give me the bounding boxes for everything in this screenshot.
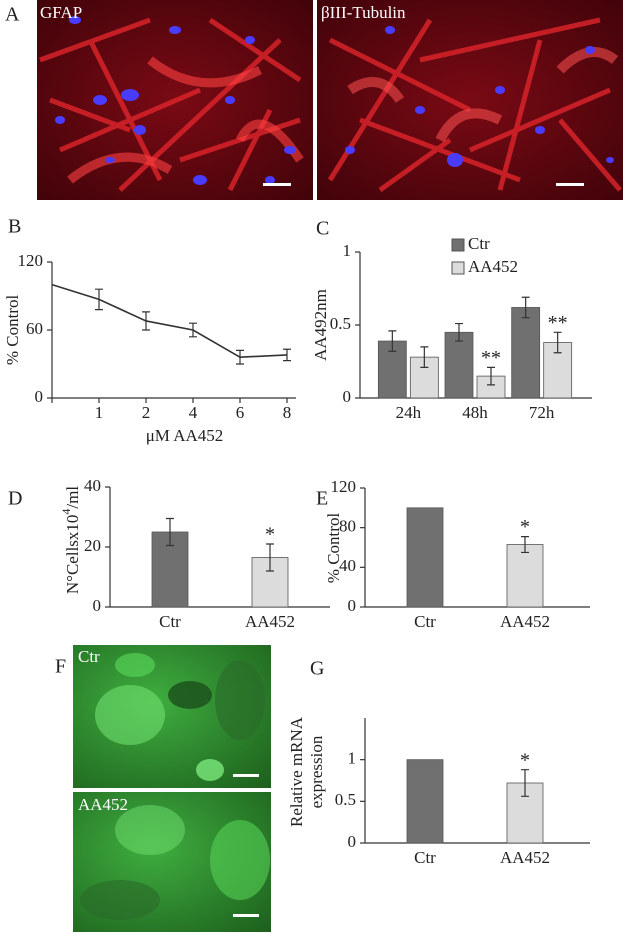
y-tick-label: 0.5 — [330, 314, 351, 333]
error-bar — [166, 517, 174, 547]
annotation: * — [520, 749, 530, 771]
panel-letter: B — [8, 216, 21, 238]
error-bar — [236, 349, 244, 365]
x-tick-label: 2 — [142, 403, 151, 422]
error-bar — [521, 769, 529, 797]
image-tubulin — [317, 0, 623, 200]
y-tick-label: 0 — [348, 832, 357, 851]
bar — [406, 759, 444, 844]
x-tick-label: 72h — [529, 403, 555, 422]
image-ctr — [73, 645, 271, 788]
error-bar — [142, 311, 150, 331]
y-axis-label-part: 4 — [59, 509, 73, 515]
image-gfap — [37, 0, 313, 200]
x-tick-label: AA452 — [500, 848, 550, 867]
y-axis-label: % Control — [324, 513, 343, 584]
y-axis-label-part: Relative mRNA — [287, 716, 306, 827]
y-tick-label: 40 — [84, 476, 101, 495]
x-tick-label: 48h — [462, 403, 488, 422]
error-bar — [266, 543, 274, 572]
y-tick-label: 120 — [331, 477, 357, 496]
y-axis-label-part: N°Cellsx10 — [63, 515, 82, 595]
x-tick-label: Ctr — [414, 848, 436, 867]
x-tick-label: Ctr — [414, 612, 436, 631]
annotation: * — [265, 524, 275, 546]
y-tick-label: 120 — [18, 251, 44, 270]
bar — [511, 307, 541, 399]
line — [51, 283, 288, 359]
x-axis-label: μM AA452 — [146, 426, 224, 445]
y-axis-label-part: expression — [307, 735, 326, 808]
error-bar — [283, 348, 291, 362]
panel-letter: D — [8, 488, 22, 510]
error-bar — [388, 330, 397, 352]
y-tick-label: 80 — [339, 517, 356, 536]
y-axis-label: Relative mRNAexpression — [287, 716, 326, 827]
annotation: ** — [481, 347, 501, 369]
image-label: βIII-Tubulin — [321, 3, 406, 22]
x-tick-label: 24h — [396, 403, 422, 422]
y-tick-label: 0 — [93, 596, 102, 615]
x-tick-label: Ctr — [159, 612, 181, 631]
error-bar — [95, 288, 103, 311]
x-tick-label: 6 — [236, 403, 245, 422]
error-bar — [189, 322, 197, 338]
legend-swatch — [451, 261, 465, 275]
y-tick-label: 20 — [84, 536, 101, 555]
legend-swatch — [451, 238, 465, 252]
annotation: ** — [548, 312, 568, 334]
y-axis-label: N°Cellsx104/ml — [59, 486, 82, 594]
x-tick-label: 1 — [95, 403, 104, 422]
error-bar — [487, 366, 495, 386]
image-label: Ctr — [78, 647, 100, 666]
panel-letter: G — [310, 658, 324, 680]
bar — [506, 544, 544, 608]
y-tick-label: 0 — [343, 387, 352, 406]
y-axis-label-part: /ml — [63, 486, 82, 509]
error-bar — [420, 346, 429, 368]
error-bar — [521, 296, 530, 319]
y-tick-label: 0 — [35, 387, 44, 406]
error-bar — [455, 322, 463, 342]
panel-letter: F — [55, 656, 66, 678]
image-label: GFAP — [40, 3, 82, 22]
error-bar — [553, 331, 562, 354]
panel-letter: A — [5, 4, 20, 26]
x-tick-label: AA452 — [500, 612, 550, 631]
y-tick-label: 40 — [339, 556, 356, 575]
y-tick-label: 1 — [343, 241, 352, 260]
y-tick-label: 1 — [348, 749, 357, 768]
image-treated — [73, 792, 271, 932]
x-tick-label: 8 — [283, 403, 292, 422]
y-tick-label: 0 — [348, 596, 357, 615]
y-tick-label: 0.5 — [335, 790, 356, 809]
legend-label: AA452 — [468, 257, 518, 276]
y-axis-label: % Control — [3, 295, 22, 366]
x-tick-label: AA452 — [245, 612, 295, 631]
y-tick-label: 60 — [26, 319, 43, 338]
legend-label: Ctr — [468, 234, 490, 253]
y-axis-label: AA492nm — [311, 289, 330, 361]
x-tick-label: 4 — [189, 403, 198, 422]
panel-letter: E — [316, 488, 328, 510]
error-bar — [521, 535, 529, 554]
image-label: AA452 — [78, 795, 128, 814]
panel-letter: C — [316, 218, 329, 240]
annotation: * — [520, 516, 530, 538]
bar — [406, 507, 444, 608]
bar — [444, 331, 474, 399]
